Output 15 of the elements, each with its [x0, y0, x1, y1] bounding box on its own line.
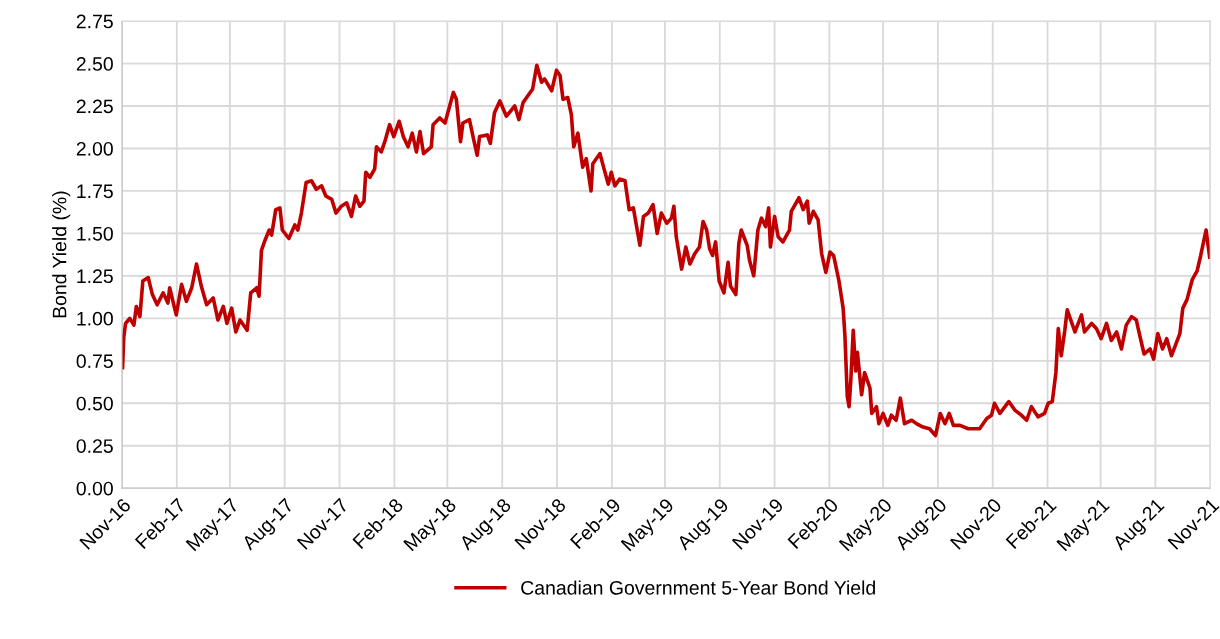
- y-tick-label: 0.25: [76, 439, 113, 453]
- y-tick-label: 1.75: [77, 184, 113, 199]
- y-tick-label: 2.50: [76, 57, 113, 71]
- line-series: [122, 63, 1211, 438]
- y-tick-label: 2.25: [76, 99, 113, 114]
- y-tick-label: 1.50: [77, 226, 113, 241]
- y-axis-title: Bond Yield (%): [52, 191, 71, 318]
- y-tick-label: 1.00: [77, 311, 113, 326]
- y-tick-label: 2.75: [76, 14, 113, 29]
- y-tick-label: 0.00: [76, 481, 113, 496]
- y-tick-label: 1.25: [77, 269, 113, 284]
- y-tick-label: 0.75: [76, 354, 113, 369]
- legend-label: Canadian Government 5-Year Bond Yield: [521, 580, 875, 595]
- y-tick-label: 0.50: [76, 396, 113, 411]
- y-tick-label: 2.00: [76, 141, 113, 156]
